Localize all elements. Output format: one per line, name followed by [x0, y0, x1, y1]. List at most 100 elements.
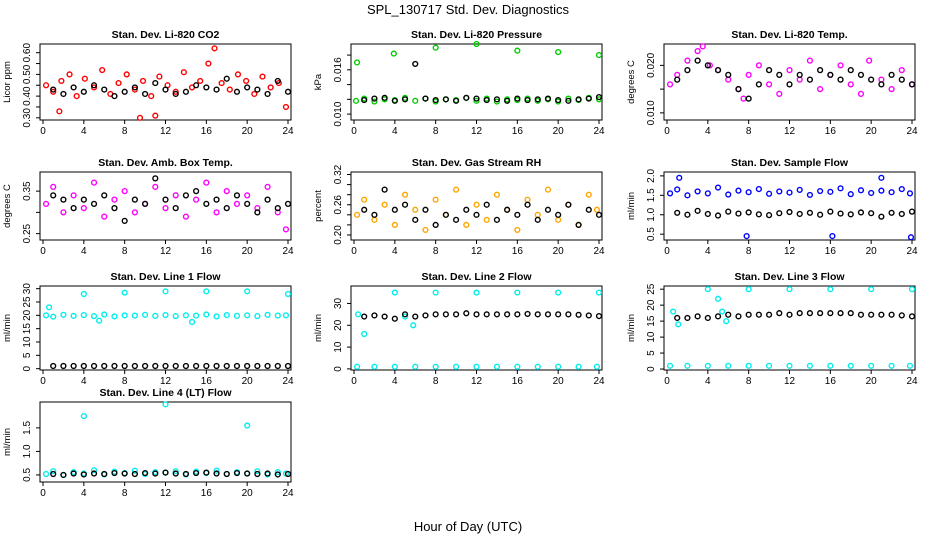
data-point: [244, 312, 251, 319]
x-tick-label: 12: [784, 126, 796, 137]
data-point: [555, 216, 562, 223]
data-point: [898, 210, 905, 218]
y-tick-label: 0.20: [333, 225, 344, 245]
data-point: [432, 311, 439, 318]
y-axis-label: ml/min: [626, 192, 637, 220]
data-point: [244, 84, 251, 91]
y-axis-label: degrees C: [2, 184, 13, 228]
data-point: [432, 44, 439, 51]
data-point: [878, 81, 885, 88]
data-point: [674, 76, 681, 83]
data-point: [565, 311, 572, 318]
x-tick-label: 20: [553, 126, 565, 137]
data-point: [473, 311, 480, 318]
data-point: [725, 311, 732, 318]
data-point: [684, 67, 691, 74]
data-point: [391, 206, 398, 213]
data-point: [182, 88, 190, 95]
data-point: [42, 82, 50, 89]
x-tick-label: 4: [392, 126, 398, 137]
data-point: [233, 88, 241, 95]
data-point: [452, 311, 460, 318]
data-point: [80, 290, 87, 298]
data-point: [534, 216, 541, 223]
data-point: [412, 363, 419, 370]
x-tick-label: 24: [906, 126, 918, 137]
data-point: [714, 295, 722, 302]
y-axis-label: ml/min: [2, 314, 13, 342]
data-point: [806, 76, 814, 83]
data-point: [888, 71, 895, 78]
x-tick-label: 12: [160, 126, 172, 137]
data-point: [213, 362, 220, 370]
data-point: [188, 318, 196, 326]
data-point: [514, 363, 521, 370]
data-point: [390, 50, 397, 57]
data-point: [172, 90, 179, 98]
data-point: [493, 96, 501, 103]
data-point: [755, 81, 762, 88]
series-cyan: [666, 286, 916, 369]
series-cyan: [42, 288, 292, 326]
series-black: [361, 60, 603, 104]
data-point: [381, 186, 388, 193]
series-black: [674, 310, 916, 322]
data-point: [282, 226, 290, 233]
data-point: [906, 190, 914, 197]
data-point: [765, 190, 773, 197]
x-tick-label: 0: [664, 126, 670, 137]
data-point: [205, 60, 212, 67]
data-point: [42, 312, 50, 319]
data-point: [233, 312, 241, 319]
data-point: [704, 286, 711, 293]
data-point: [172, 313, 179, 320]
y-tick-label: 10: [22, 336, 33, 348]
data-point: [837, 76, 844, 83]
data-point: [101, 362, 108, 370]
data-point: [361, 206, 368, 213]
data-point: [555, 49, 562, 56]
data-point: [524, 310, 531, 318]
x-tick-label: 12: [784, 376, 796, 387]
data-point: [101, 213, 108, 220]
data-point: [666, 81, 674, 88]
data-point: [131, 470, 138, 478]
y-tick-label: 0.010: [333, 101, 344, 126]
y-tick-label: 0: [646, 366, 657, 372]
data-point: [401, 313, 409, 320]
data-point: [101, 470, 108, 478]
data-point: [906, 362, 914, 369]
data-point: [868, 311, 875, 318]
series-black: [361, 310, 603, 322]
data-point: [90, 82, 98, 89]
data-point: [837, 62, 844, 69]
x-tick-label: 20: [866, 246, 878, 257]
data-point: [99, 66, 106, 74]
x-tick-label: 4: [392, 246, 398, 257]
data-point: [432, 96, 439, 104]
data-point: [264, 196, 271, 203]
data-point: [704, 190, 711, 197]
data-point: [735, 86, 742, 93]
data-point: [162, 288, 169, 295]
data-point: [264, 90, 271, 98]
panel-title: Stan. Dev. Li-820 Pressure: [411, 29, 542, 41]
data-point: [152, 175, 159, 182]
data-point: [504, 97, 511, 104]
data-point: [361, 313, 368, 320]
x-tick-label: 0: [351, 376, 357, 387]
data-point: [473, 97, 480, 104]
data-point: [745, 189, 752, 196]
x-tick-label: 4: [705, 376, 711, 387]
data-point: [684, 314, 691, 322]
data-point: [152, 362, 159, 370]
series-cyan: [353, 289, 603, 370]
data-point: [422, 226, 429, 234]
data-point: [694, 313, 701, 320]
x-tick-label: 4: [81, 488, 87, 499]
data-point: [412, 206, 419, 213]
plot-frame: [663, 285, 916, 371]
x-tick-label: 20: [242, 376, 254, 387]
data-point: [274, 77, 281, 85]
x-tick-label: 24: [906, 246, 918, 257]
